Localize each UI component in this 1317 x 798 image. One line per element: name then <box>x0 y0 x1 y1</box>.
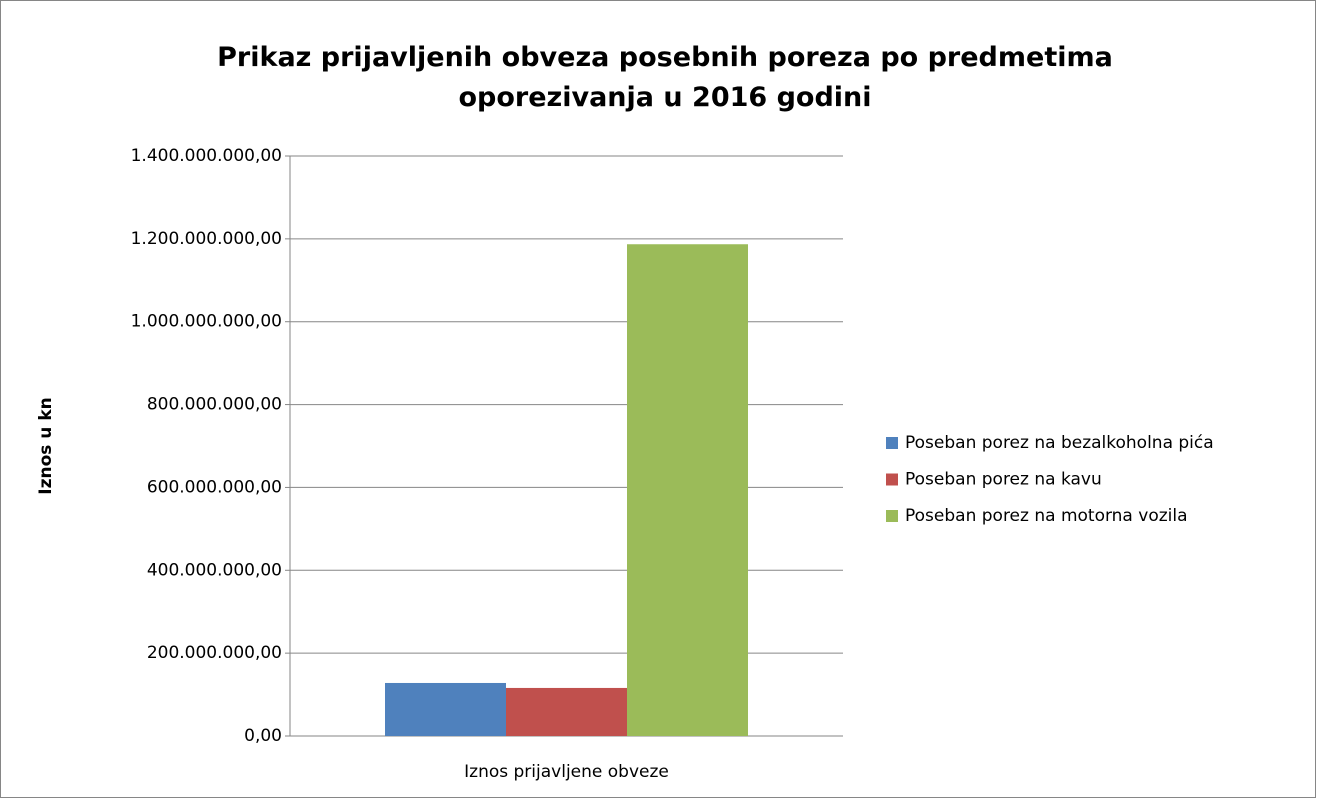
chart-title: Prikaz prijavljenih obveza posebnih pore… <box>217 42 1113 113</box>
y-tick-label: 400.000.000,00 <box>147 560 282 580</box>
legend-label: Poseban porez na motorna vozila <box>905 506 1188 526</box>
y-tick-label: 600.000.000,00 <box>147 477 282 497</box>
y-axis-label: Iznos u kn <box>36 397 56 494</box>
y-tick-label: 0,00 <box>244 726 282 746</box>
y-tick-label: 800.000.000,00 <box>147 395 282 415</box>
legend-label: Poseban porez na bezalkoholna pića <box>905 433 1214 453</box>
x-tick-label: Iznos prijavljene obveze <box>464 762 669 782</box>
y-tick-label: 1.400.000.000,00 <box>131 146 282 166</box>
legend-swatch <box>886 510 898 522</box>
bar <box>627 244 748 736</box>
bar <box>506 687 627 736</box>
bar <box>385 682 506 736</box>
legend-label: Poseban porez na kavu <box>905 470 1102 490</box>
y-tick-label: 1.200.000.000,00 <box>131 229 282 249</box>
legend-swatch <box>886 473 898 486</box>
y-tick-label: 1.000.000.000,00 <box>131 312 282 332</box>
y-tick-label: 200.000.000,00 <box>147 643 282 663</box>
legend-swatch <box>886 437 898 449</box>
